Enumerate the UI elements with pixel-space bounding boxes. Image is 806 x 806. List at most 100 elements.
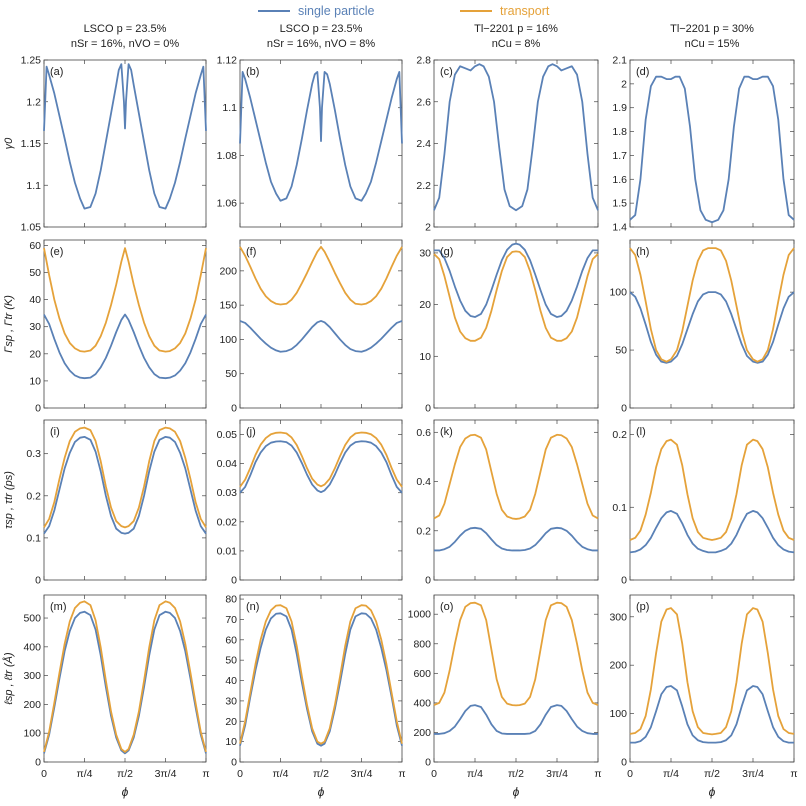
panel-frame [629,419,795,581]
x-axis-label-2: ϕ [318,785,325,799]
x-axis-label-1: ϕ [122,785,129,799]
panel-l: 0 0.1 0.2 (l) [612,419,795,587]
panel-p: 0 100 200 300 0 π/4 π/2 3π/4 π (p) [609,594,798,780]
y-tick-label: 20 [225,716,237,728]
column-titles: LSCO p = 23.5% nSr = 16%, nVO = 0% LSCO p … [71,23,754,50]
y-tick-label: 0 [35,403,41,415]
x-tick-label: π/2 [313,768,329,780]
series-line-single [434,704,598,735]
panel-n: 0 10 20 30 40 50 60 70 80 0 π/4 π/2 3π/4 π (n) [225,594,405,780]
y-tick-label: 10 [29,375,41,387]
y-tick-label: 300 [23,670,41,682]
panel-frame [629,59,795,228]
y-tick-label: 0.2 [416,525,431,537]
panel-frame [43,239,207,409]
y-tick-label: 1.2 [26,96,41,108]
x-tick-label: π/4 [76,768,92,780]
series-line-transport [629,247,795,363]
x-tick-label: π/2 [704,768,720,780]
row-ylabel-2: Γsp , Γtr (K) [3,295,15,353]
y-tick-label: 0.04 [217,458,238,470]
panel-letter: (o) [440,601,453,613]
y-tick-label: 30 [225,695,237,707]
panel-letter: (b) [246,66,259,78]
x-tick-label: π [398,768,405,780]
x-tick-label: 0 [431,768,437,780]
y-tick-label: 1000 [408,609,432,621]
y-tick-label: 1.8 [612,126,627,138]
y-tick-label: 1.08 [217,150,238,162]
y-tick-label: 1.15 [21,138,42,150]
y-tick-label: 800 [413,638,431,650]
y-tick-label: 1.1 [26,180,41,192]
row-ylabel-1: γ0 [3,137,15,150]
x-tick-label: π [594,768,601,780]
y-tick-label: 300 [609,611,627,623]
y-tick-label: 100 [219,334,237,346]
y-tick-label: 0 [35,757,41,769]
y-tick-label: 0.4 [416,476,431,488]
series-line-transport [239,245,403,306]
x-tick-label: 3π/4 [155,768,177,780]
column-subtitle-2: nSr = 16%, nVO = 8% [267,38,375,50]
y-tick-label: 30 [29,321,41,333]
y-tick-label: 10 [419,351,431,363]
panel-letter: (k) [440,426,453,438]
panel-letter: (m) [50,601,67,613]
y-tick-label: 0.05 [217,429,238,441]
panel-d: 1.4 1.5 1.6 1.7 1.8 1.9 2 2.1 (d) [612,55,795,234]
x-axis-label-3: ϕ [513,785,520,799]
y-tick-label: 0.1 [26,532,41,544]
y-tick-label: 200 [219,265,237,277]
panel-c: 2 2.2 2.4 2.6 2.8 (c) [416,55,599,234]
y-tick-label: 1.5 [612,198,627,210]
y-tick-label: 0 [425,403,431,415]
series-line-single [433,63,599,212]
series-line-single [630,685,794,744]
y-tick-label: 1.6 [612,174,627,186]
legend-label-transport: transport [500,4,550,18]
column-title-3: Tl−2201 p = 16% [474,23,558,35]
x-tick-label: π/4 [663,768,679,780]
x-tick-label: 0 [237,768,243,780]
panel-letter: (h) [636,246,649,258]
series-line-transport [433,250,599,342]
y-tick-label: 0 [621,575,627,587]
series-line-transport [433,433,599,520]
series-line-transport [629,607,795,736]
y-tick-label: 30 [419,247,431,259]
series-line-single [239,71,403,202]
y-tick-label: 40 [29,294,41,306]
y-tick-label: 2.4 [416,138,431,150]
series-line-single [43,63,207,210]
y-tick-label: 150 [219,300,237,312]
y-tick-label: 0 [425,757,431,769]
column-subtitle-3: nCu = 8% [492,38,541,50]
y-tick-label: 2.2 [416,180,431,192]
y-tick-label: 1.7 [612,150,627,162]
y-tick-label: 70 [225,614,237,626]
x-tick-label: 3π/4 [351,768,373,780]
column-title-4: Tl−2201 p = 30% [670,23,754,35]
panel-frame [239,239,403,409]
panel-o: 0 200 400 600 800 1000 0 π/4 π/2 3π/4 π (o) [408,594,602,780]
y-tick-label: 100 [609,708,627,720]
y-tick-label: 0.03 [217,487,238,499]
y-tick-label: 50 [225,655,237,667]
panel-f: 0 50 100 150 200 (f) [219,239,403,415]
y-tick-label: 0 [231,757,237,769]
y-tick-label: 2.6 [416,96,431,108]
y-tick-label: 0.02 [217,516,238,528]
panels: 1.05 1.1 1.15 1.2 1.25 (a) 1.06 1.08 1.1 1.12 (b) 2… [21,55,798,781]
series-line-single [629,510,795,554]
x-tick-label: π/2 [508,768,524,780]
y-tick-label: 2.1 [612,55,627,67]
y-tick-label: 50 [29,267,41,279]
panel-g: 0 10 20 30 (g) [419,239,599,415]
y-tick-label: 100 [23,728,41,740]
panel-j: 0 0.01 0.02 0.03 0.04 0.05 (j) [217,419,403,587]
panel-b: 1.06 1.08 1.1 1.12 (b) [217,55,403,228]
y-tick-label: 200 [413,727,431,739]
x-tick-label: 3π/4 [546,768,568,780]
y-tick-label: 0 [231,403,237,415]
